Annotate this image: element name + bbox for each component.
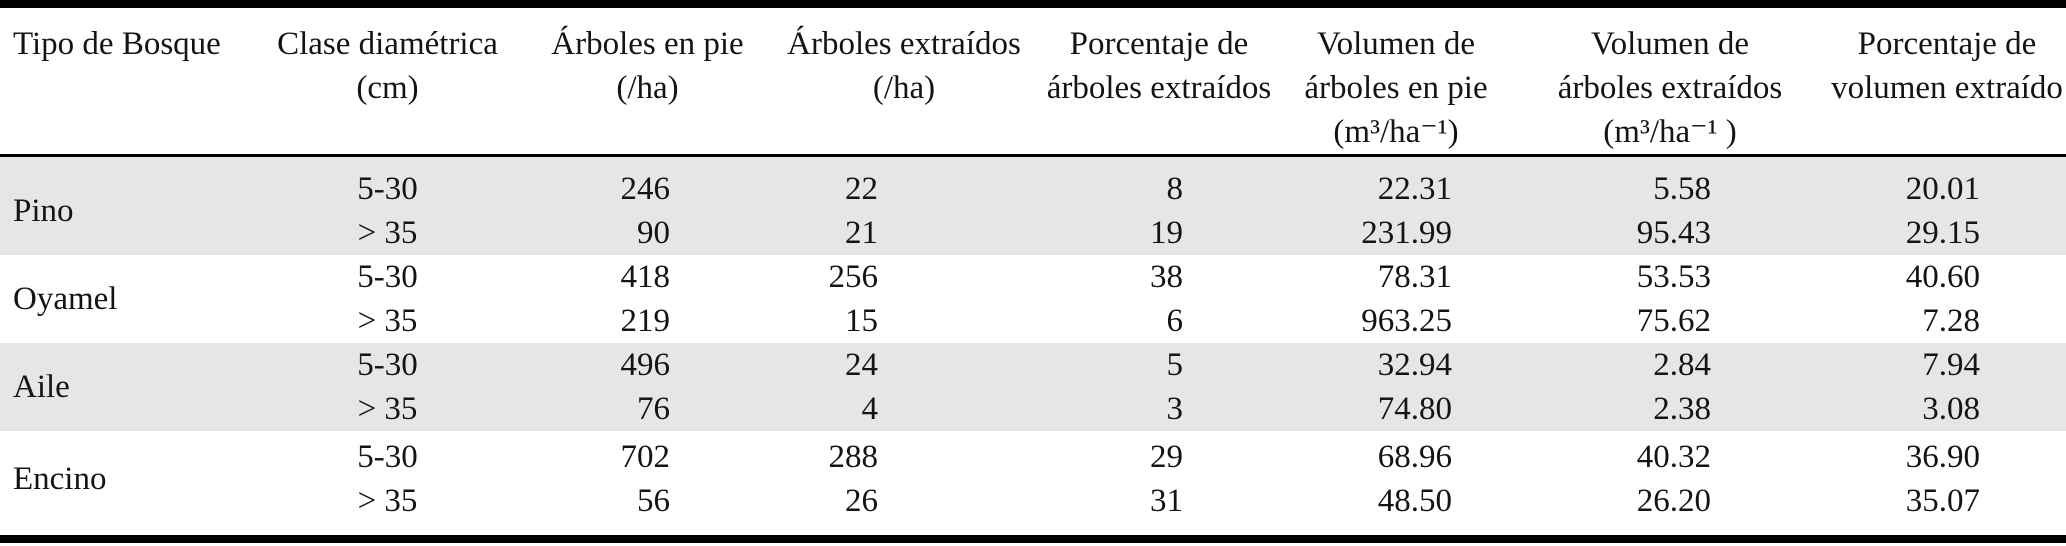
cell-pct-arboles-extraidos: 31	[1150, 483, 1183, 519]
cell-clase-diametrica: 5-30	[357, 259, 418, 295]
header-line: Tipo de Bosque	[13, 26, 221, 62]
cell-pct-arboles-extraidos: 38	[1150, 259, 1183, 295]
cell-pct-arboles-extraidos: 3	[1166, 391, 1184, 427]
group-band-encino: Encino 5-30 702 288 29 68.96 40.32 36.90…	[0, 431, 2066, 535]
cell-vol-arboles-extraidos: 2.38	[1653, 391, 1711, 427]
cell-vol-arboles-en-pie: 963.25	[1361, 303, 1452, 339]
cell-pct-volumen-extraido: 36.90	[1905, 439, 1980, 475]
cell-vol-arboles-extraidos: 75.62	[1636, 303, 1711, 339]
cell-vol-arboles-en-pie: 68.96	[1377, 439, 1452, 475]
cell-vol-arboles-en-pie: 231.99	[1361, 215, 1452, 251]
bottom-rule	[0, 535, 2066, 543]
cell-arboles-extraidos: 26	[845, 483, 878, 519]
header-pct-arboles-extraidos: Porcentaje de árboles extraídos	[1038, 22, 1280, 154]
cell-pct-volumen-extraido: 35.07	[1905, 483, 1980, 519]
header-line: árboles en pie	[1304, 70, 1488, 106]
header-line: árboles extraídos	[1557, 70, 1783, 106]
group-label: Encino	[13, 460, 107, 497]
header-line: Árboles en pie	[551, 26, 744, 62]
cell-clase-diametrica: > 35	[357, 483, 418, 519]
cell-arboles-en-pie: 496	[620, 347, 671, 383]
cell-pct-volumen-extraido: 7.28	[1922, 303, 1980, 339]
cell-arboles-extraidos: 22	[845, 171, 878, 207]
cell-vol-arboles-extraidos: 95.43	[1636, 215, 1711, 251]
cell-pct-volumen-extraido: 7.94	[1922, 347, 1980, 383]
cell-arboles-en-pie: 702	[620, 439, 671, 475]
header-line: Árboles extraídos	[787, 26, 1021, 62]
cell-arboles-en-pie: 418	[620, 259, 671, 295]
header-pct-volumen-extraido: Porcentaje de volumen extraído	[1828, 22, 2066, 154]
cell-arboles-en-pie: 219	[620, 303, 671, 339]
header-line: (/ha)	[616, 70, 679, 106]
group-label: Pino	[13, 192, 74, 229]
cell-arboles-en-pie: 56	[637, 483, 670, 519]
header-line: Porcentaje de	[1857, 26, 2037, 62]
group-band-aile: Aile 5-30 496 24 5 32.94 2.84 7.94 > 35 …	[0, 343, 2066, 431]
header-clase-diametrica: Clase diamétrica (cm)	[250, 22, 525, 154]
cell-vol-arboles-en-pie: 48.50	[1377, 483, 1452, 519]
header-line: árboles extraídos	[1046, 70, 1272, 106]
cell-vol-arboles-en-pie: 78.31	[1377, 259, 1452, 295]
cell-clase-diametrica: > 35	[357, 391, 418, 427]
cell-vol-arboles-en-pie: 32.94	[1377, 347, 1452, 383]
top-rule	[0, 0, 2066, 8]
header-tipo-de-bosque: Tipo de Bosque	[0, 22, 250, 154]
cell-vol-arboles-extraidos: 2.84	[1653, 347, 1711, 383]
header-arboles-en-pie: Árboles en pie (/ha)	[525, 22, 770, 154]
cell-arboles-extraidos: 288	[828, 439, 879, 475]
group-label: Oyamel	[13, 280, 118, 317]
cell-vol-arboles-extraidos: 26.20	[1636, 483, 1711, 519]
header-line: (cm)	[356, 70, 419, 106]
group-band-pino: Pino 5-30 246 22 8 22.31 5.58 20.01 > 35…	[0, 157, 2066, 255]
cell-clase-diametrica: 5-30	[357, 171, 418, 207]
cell-pct-volumen-extraido: 3.08	[1922, 391, 1980, 427]
cell-arboles-extraidos: 15	[845, 303, 878, 339]
cell-pct-volumen-extraido: 29.15	[1905, 215, 1980, 251]
cell-pct-volumen-extraido: 40.60	[1905, 259, 1980, 295]
cell-arboles-en-pie: 246	[620, 171, 671, 207]
cell-clase-diametrica: > 35	[357, 303, 418, 339]
cell-vol-arboles-extraidos: 40.32	[1636, 439, 1711, 475]
cell-arboles-en-pie: 76	[637, 391, 670, 427]
cell-arboles-extraidos: 4	[861, 391, 879, 427]
cell-clase-diametrica: > 35	[357, 215, 418, 251]
cell-vol-arboles-extraidos: 53.53	[1636, 259, 1711, 295]
header-line: (/ha)	[872, 70, 936, 106]
header-line: Porcentaje de	[1069, 26, 1249, 62]
cell-vol-arboles-en-pie: 74.80	[1377, 391, 1452, 427]
table-header-row: Tipo de Bosque Clase diamétrica (cm) Árb…	[0, 8, 2066, 154]
group-band-oyamel: Oyamel 5-30 418 256 38 78.31 53.53 40.60…	[0, 255, 2066, 343]
header-line: (m³/ha⁻¹)	[1333, 114, 1459, 150]
cell-vol-arboles-en-pie: 22.31	[1377, 171, 1452, 207]
header-line: Volumen de	[1591, 26, 1749, 62]
cell-pct-arboles-extraidos: 6	[1166, 303, 1184, 339]
cell-arboles-extraidos: 256	[828, 259, 879, 295]
cell-pct-volumen-extraido: 20.01	[1905, 171, 1980, 207]
cell-arboles-extraidos: 21	[845, 215, 878, 251]
cell-pct-arboles-extraidos: 29	[1150, 439, 1183, 475]
cell-clase-diametrica: 5-30	[357, 439, 418, 475]
group-label: Aile	[13, 368, 70, 405]
cell-pct-arboles-extraidos: 5	[1166, 347, 1184, 383]
cell-pct-arboles-extraidos: 19	[1150, 215, 1183, 251]
header-separator-rule	[0, 154, 2066, 157]
cell-clase-diametrica: 5-30	[357, 347, 418, 383]
cell-arboles-en-pie: 90	[637, 215, 670, 251]
header-line: Volumen de	[1317, 26, 1475, 62]
header-volumen-extraidos: Volumen de árboles extraídos (m³/ha⁻¹ )	[1512, 22, 1828, 154]
header-line: volumen extraído	[1831, 70, 2063, 106]
header-arboles-extraidos: Árboles extraídos (/ha)	[770, 22, 1038, 154]
header-line: Clase diamétrica	[277, 26, 498, 62]
cell-arboles-extraidos: 24	[845, 347, 878, 383]
header-line: (m³/ha⁻¹ )	[1603, 114, 1737, 150]
cell-vol-arboles-extraidos: 5.58	[1653, 171, 1711, 207]
cell-pct-arboles-extraidos: 8	[1166, 171, 1184, 207]
header-volumen-en-pie: Volumen de árboles en pie (m³/ha⁻¹)	[1280, 22, 1512, 154]
